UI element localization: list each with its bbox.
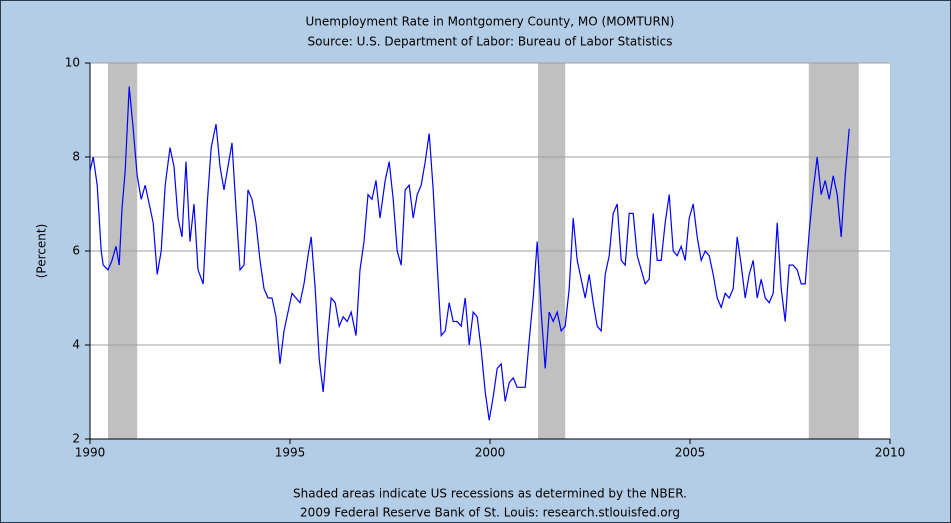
x-tick-label: 2005 xyxy=(675,446,706,460)
y-tick-label: 4 xyxy=(72,338,80,352)
data-line xyxy=(89,86,850,421)
y-tick-label: 8 xyxy=(72,150,80,164)
x-tick-label: 1995 xyxy=(275,446,306,460)
chart-subtitle: Source: U.S. Department of Labor: Bureau… xyxy=(308,35,673,49)
x-tick-label: 2010 xyxy=(875,446,906,460)
footnote: 2009 Federal Reserve Bank of St. Louis: … xyxy=(300,506,680,520)
x-tick-label: 2000 xyxy=(475,446,506,460)
chart-title: Unemployment Rate in Montgomery County, … xyxy=(306,15,675,29)
x-tick-label: 1990 xyxy=(75,446,106,460)
y-tick-label: 6 xyxy=(72,244,80,258)
y-axis-label: (Percent) xyxy=(35,224,49,279)
y-tick-label: 2 xyxy=(72,432,80,446)
y-tick-label: 10 xyxy=(65,56,80,70)
footnote: Shaded areas indicate US recessions as d… xyxy=(293,487,687,501)
